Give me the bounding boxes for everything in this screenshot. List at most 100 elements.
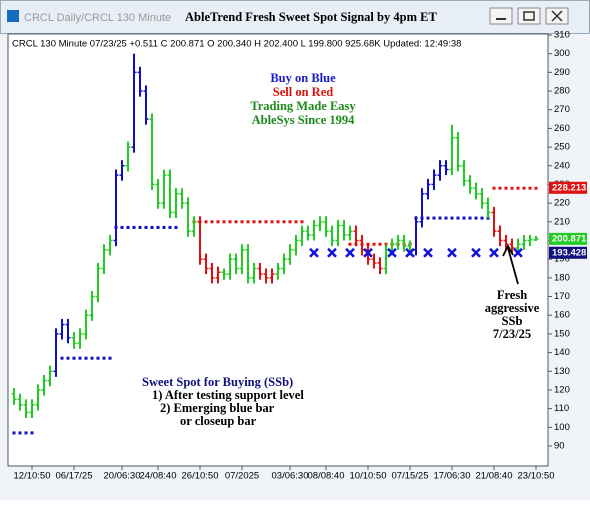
stop-dot <box>264 220 268 224</box>
y-tick-label: 250 <box>554 142 570 153</box>
stop-dot <box>270 220 274 224</box>
legend-text: Buy on Blue <box>270 71 336 85</box>
stop-dot <box>120 225 124 229</box>
x-tick-label: 12/10:50 <box>14 471 51 482</box>
stop-dot <box>204 220 208 224</box>
minimize-button[interactable] <box>489 7 513 25</box>
callout-text: 7/23/25 <box>493 327 531 341</box>
x-tick-label: 20/06:30 <box>104 471 141 482</box>
stop-dot <box>126 225 130 229</box>
x-tick-label: 21/08:40 <box>476 471 513 482</box>
callout-text: aggressive <box>485 301 540 315</box>
stop-dot <box>174 225 178 229</box>
callout-text: Fresh <box>497 288 527 302</box>
note-line: or closeup bar <box>180 414 257 428</box>
y-tick-label: 130 <box>554 366 570 377</box>
stop-dot <box>492 186 496 190</box>
x-tick-label: 24/08:40 <box>140 471 177 482</box>
stop-dot <box>222 220 226 224</box>
stop-dot <box>150 225 154 229</box>
stop-dot <box>72 356 76 360</box>
close-icon <box>551 10 563 22</box>
y-tick-label: 240 <box>554 160 570 171</box>
stop-dot <box>468 216 472 220</box>
stop-dot <box>294 220 298 224</box>
stop-dot <box>516 186 520 190</box>
stop-dot <box>528 186 532 190</box>
stop-dot <box>168 225 172 229</box>
stop-dot <box>456 216 460 220</box>
legend-text: Sell on Red <box>273 85 333 99</box>
stop-dot <box>234 220 238 224</box>
x-marker <box>423 247 433 258</box>
y-tick-label: 220 <box>554 198 570 209</box>
window-subtitle: CRCL Daily/CRCL 130 Minute <box>24 12 171 24</box>
stop-dot <box>102 356 106 360</box>
maximize-icon <box>523 11 535 21</box>
stop-dot <box>432 216 436 220</box>
x-marker <box>447 247 457 258</box>
stop-dot <box>348 242 352 246</box>
y-tick-label: 110 <box>554 403 569 414</box>
x-marker <box>309 247 319 258</box>
legend-text: Trading Made Easy <box>250 99 356 113</box>
stop-dot <box>78 356 82 360</box>
maximize-button[interactable] <box>517 7 541 25</box>
x-tick-label: 26/10:50 <box>182 471 219 482</box>
stop-dot <box>288 220 292 224</box>
stop-dot <box>84 356 88 360</box>
stop-dot <box>252 220 256 224</box>
stop-dot <box>156 225 160 229</box>
y-tick-label: 300 <box>554 48 570 59</box>
callout-text: SSb <box>502 314 523 328</box>
x-tick-label: 08/08:40 <box>308 471 345 482</box>
stop-dot <box>300 220 304 224</box>
stop-dot <box>138 225 142 229</box>
stop-dot <box>216 220 220 224</box>
stop-dot <box>12 431 16 435</box>
legend-text: AbleSys Since 1994 <box>252 113 356 127</box>
x-tick-label: 03/06:30 <box>272 471 309 482</box>
y-tick-label: 310 <box>554 30 570 41</box>
y-tick-label: 280 <box>554 86 570 97</box>
stop-dot <box>450 216 454 220</box>
stop-dot <box>258 220 262 224</box>
x-marker <box>345 247 355 258</box>
y-tick-label: 120 <box>554 384 570 395</box>
chart-header: CRCL 130 Minute 07/23/25 +0.511 C 200.87… <box>12 39 461 50</box>
stop-dot <box>60 356 64 360</box>
price-label-bg <box>549 246 587 259</box>
stop-dot <box>522 186 526 190</box>
stop-dot <box>504 186 508 190</box>
stop-dot <box>480 216 484 220</box>
stop-dot <box>372 242 376 246</box>
stop-dot <box>378 242 382 246</box>
y-tick-label: 190 <box>554 254 570 265</box>
stop-dot <box>24 431 28 435</box>
stop-dot <box>108 356 112 360</box>
stop-dot <box>462 216 466 220</box>
stop-dot <box>498 186 502 190</box>
price-label: 228.213 <box>552 182 586 193</box>
stop-dot <box>66 356 70 360</box>
stop-dot <box>534 186 538 190</box>
y-tick-label: 100 <box>554 422 570 433</box>
x-tick-label: 07/2025 <box>225 471 259 482</box>
x-tick-label: 06/17/25 <box>56 471 93 482</box>
stop-dot <box>90 356 94 360</box>
note-line: 1) After testing support level <box>152 388 304 402</box>
note-title: Sweet Spot for Buying (SSb) <box>142 375 293 389</box>
x-marker <box>387 247 397 258</box>
y-tick-label: 140 <box>554 347 570 358</box>
price-label: 200.871 <box>552 233 587 244</box>
stop-dot <box>18 431 22 435</box>
stop-dot <box>132 225 136 229</box>
x-tick-label: 23/10:50 <box>518 471 555 482</box>
y-tick-label: 150 <box>554 328 570 339</box>
x-tick-label: 07/15/25 <box>392 471 429 482</box>
x-marker <box>405 247 415 258</box>
x-marker <box>489 247 499 258</box>
y-tick-label: 180 <box>554 272 570 283</box>
stop-dot <box>282 220 286 224</box>
